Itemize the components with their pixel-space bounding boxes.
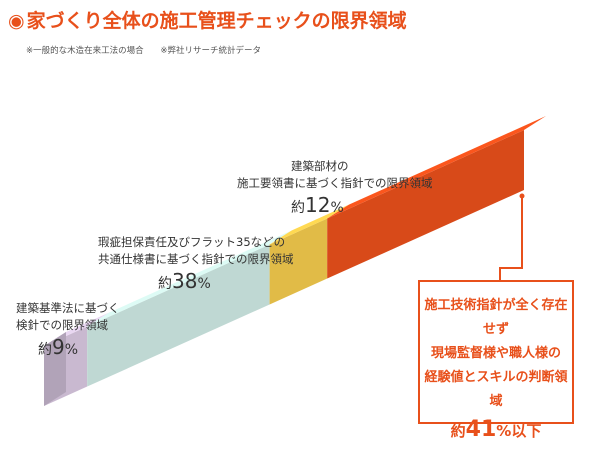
segment-2-value: 約38%: [158, 269, 211, 293]
bar-segment-3-side: [269, 218, 328, 305]
callout-pointer-dot: [519, 193, 525, 199]
segment-4-callout: 施工技術指針が全く存在せず 現場監督様や職人様の 経験値とスキルの判断領域 約4…: [418, 280, 574, 442]
bar-segment-4-side: [327, 130, 524, 279]
bar-segment-2-top: [87, 230, 292, 327]
bullet-icon: ◉: [8, 10, 25, 32]
segment-4-value: 約41%以下: [450, 417, 542, 442]
bar-segment-2-side: [87, 244, 270, 387]
note-research-data: ※弊社リサーチ統計データ: [160, 46, 261, 56]
bar-segment-3-top: [269, 204, 350, 245]
note-construction-method: ※一般的な木造在来工法の場合: [26, 46, 144, 56]
bar-segment-4-top: [327, 116, 546, 219]
callout-pointer: [499, 196, 523, 280]
segment-3-label: 建築部材の 施工要領書に基づく指針での限界領域 約12%: [237, 159, 433, 217]
page-title: ◉ 家づくり全体の施工管理チェックの限界領域: [8, 6, 407, 33]
segment-2-label: 瑕疵担保責任及びフラット35などの 共通仕様書に基づく指針での限界領域 約38%: [98, 235, 294, 293]
segment-3-value: 約12%: [291, 193, 344, 217]
bar-segment-1-cap: [44, 332, 66, 406]
segment-1-label: 建築基準法に基づく 検針での限界領域 約9%: [16, 301, 120, 359]
notes: ※一般的な木造在来工法の場合 ※弊社リサーチ統計データ: [26, 44, 275, 56]
title-text: 家づくり全体の施工管理チェックの限界領域: [26, 10, 407, 32]
segment-1-value: 約9%: [38, 335, 79, 359]
